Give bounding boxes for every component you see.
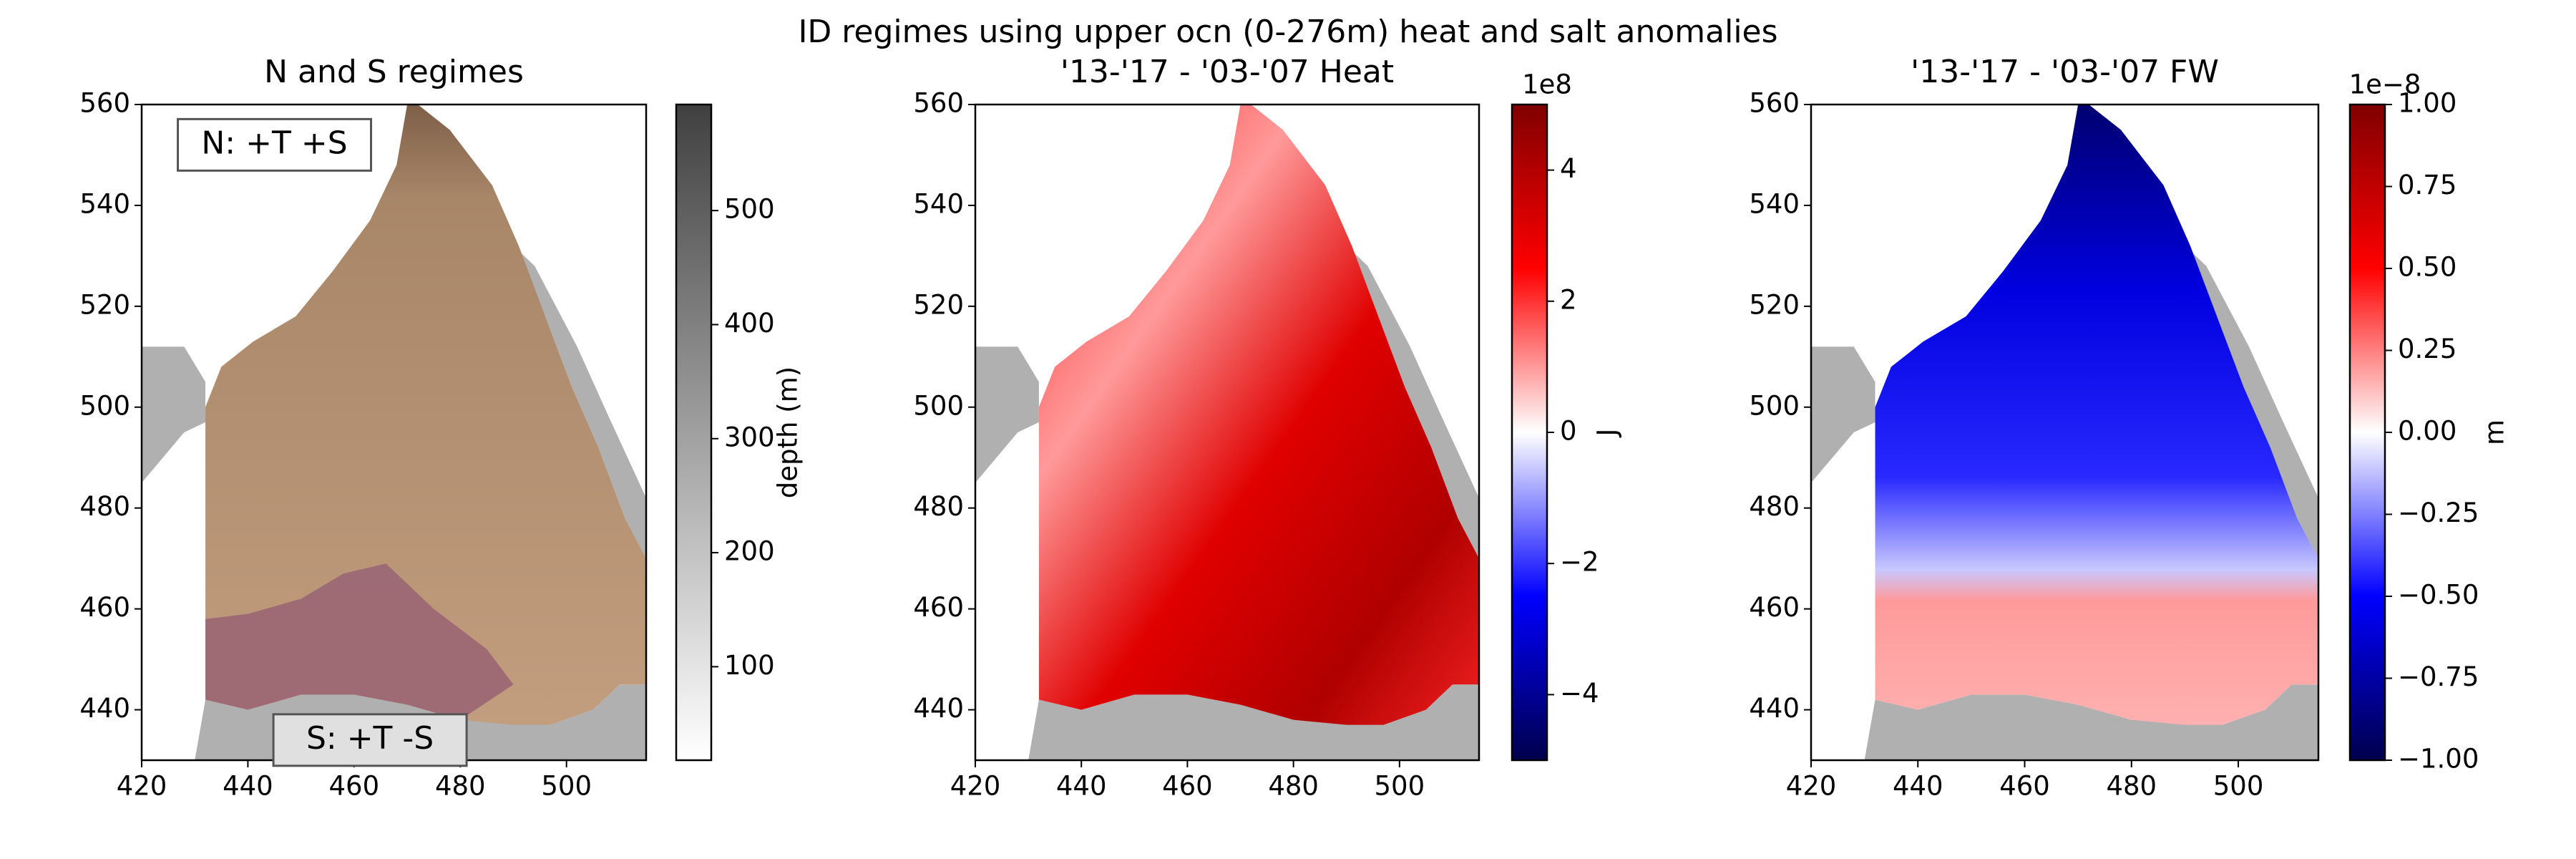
- y-tick-label: 480: [913, 491, 964, 522]
- plot-frame: [1810, 103, 2320, 762]
- x-tick-label: 460: [329, 771, 380, 802]
- annotation-box: [177, 117, 373, 172]
- colorbar-tick-label: 300: [724, 422, 775, 452]
- colorbar-tick-label: 100: [724, 650, 775, 681]
- y-tick-label: 460: [1749, 592, 1800, 623]
- colorbar-tick-label: −0.75: [2398, 661, 2479, 692]
- land: [975, 684, 1479, 760]
- colorbar-tick-label: −0.25: [2398, 498, 2479, 528]
- colorbar-label: J: [1592, 429, 1623, 438]
- colorbar-tick-label: 2: [1560, 284, 1577, 315]
- colorbar-label: m: [2479, 419, 2510, 445]
- x-tick-label: 460: [1999, 771, 2050, 802]
- colorbar: [1511, 103, 1548, 762]
- annotation-box: [272, 713, 468, 767]
- y-tick-label: 480: [1749, 491, 1800, 522]
- panel-title: N and S regimes: [264, 54, 524, 90]
- y-tick-label: 560: [1749, 88, 1800, 119]
- y-tick-label: 440: [1749, 693, 1800, 724]
- land: [513, 246, 646, 559]
- annotation: S: +T -S: [306, 720, 434, 757]
- land: [975, 346, 1039, 483]
- y-tick-label: 460: [79, 592, 130, 623]
- y-tick-label: 540: [1749, 188, 1800, 219]
- colorbar-tick-label: −0.50: [2398, 580, 2479, 611]
- panel: '13-'17 - '03-'07 FW 420 440 460 480 500 440 46…: [1749, 54, 2509, 802]
- y-tick-label: 500: [79, 390, 130, 421]
- x-tick-label: 480: [2106, 771, 2157, 802]
- panel: N and S regimes 420 440 460 480 500 440 460 480 5…: [79, 54, 803, 802]
- y-tick-label: 520: [1749, 289, 1800, 320]
- colorbar: [2348, 103, 2386, 762]
- land: [2185, 246, 2318, 559]
- y-tick-label: 440: [913, 693, 964, 724]
- colorbar-tick-label: 0.00: [2398, 416, 2457, 447]
- land: [142, 346, 206, 483]
- y-tick-label: 560: [79, 88, 130, 119]
- ocean-field: [1038, 105, 1479, 725]
- colorbar-tick-label: 400: [724, 308, 775, 339]
- x-tick-label: 500: [2213, 771, 2264, 802]
- colorbar-label: depth (m): [773, 367, 804, 498]
- colorbar-tick-label: 500: [724, 194, 775, 225]
- x-tick-label: 480: [1268, 771, 1319, 802]
- colorbar-tick-label: 1.00: [2398, 88, 2457, 119]
- x-tick-label: 420: [950, 771, 1001, 802]
- y-tick-label: 520: [79, 289, 130, 320]
- figure-title: ID regimes using upper ocn (0-276m) heat…: [798, 14, 1777, 50]
- colorbar-offset: 1e−8: [2349, 69, 2421, 100]
- y-tick-label: 500: [1749, 390, 1800, 421]
- land: [1346, 246, 1479, 559]
- x-tick-label: 440: [1893, 771, 1943, 802]
- colorbar-tick-label: 0: [1560, 416, 1577, 447]
- x-tick-label: 460: [1162, 771, 1213, 802]
- panel-title: '13-'17 - '03-'07 FW: [1911, 54, 2219, 90]
- y-tick-label: 440: [79, 693, 130, 724]
- south-regime: [205, 563, 514, 720]
- x-tick-label: 440: [1056, 771, 1107, 802]
- colorbar: [675, 103, 713, 762]
- y-tick-label: 540: [79, 188, 130, 219]
- y-tick-label: 520: [913, 289, 964, 320]
- colorbar-tick-label: −1.00: [2398, 744, 2479, 775]
- x-tick-label: 440: [223, 771, 273, 802]
- colorbar-tick-label: 0.75: [2398, 170, 2457, 200]
- colorbar-tick-label: 0.50: [2398, 252, 2457, 283]
- x-tick-label: 500: [541, 771, 592, 802]
- land: [1811, 684, 2318, 760]
- x-tick-label: 420: [1786, 771, 1837, 802]
- y-tick-label: 500: [913, 390, 964, 421]
- y-tick-label: 480: [79, 491, 130, 522]
- y-tick-label: 460: [913, 592, 964, 623]
- land: [1811, 346, 1875, 483]
- colorbar-offset: 1e8: [1522, 69, 1572, 100]
- ocean-field: [205, 105, 647, 725]
- y-tick-label: 540: [913, 188, 964, 219]
- panel-title: '13-'17 - '03-'07 Heat: [1060, 54, 1394, 90]
- ocean-field: [1875, 105, 2318, 725]
- x-tick-label: 480: [435, 771, 486, 802]
- colorbar-tick-label: −2: [1560, 547, 1599, 578]
- y-tick-label: 560: [913, 88, 964, 119]
- x-tick-label: 500: [1375, 771, 1425, 802]
- colorbar-tick-label: 200: [724, 536, 775, 567]
- colorbar-tick-label: 0.25: [2398, 334, 2457, 364]
- colorbar-tick-label: 4: [1560, 153, 1577, 184]
- plot-frame: [974, 103, 1480, 762]
- colorbar-tick-label: −4: [1560, 678, 1599, 709]
- annotation: N: +T +S: [201, 125, 347, 161]
- x-tick-label: 420: [117, 771, 167, 802]
